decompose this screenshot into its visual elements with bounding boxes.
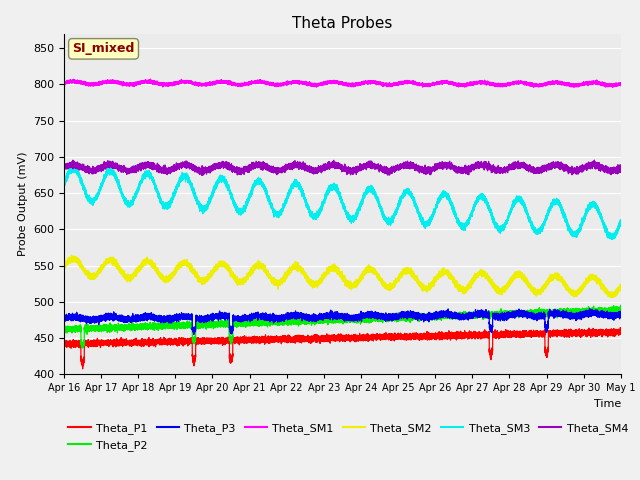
Legend: Theta_P1, Theta_P2, Theta_P3, Theta_SM1, Theta_SM2, Theta_SM3, Theta_SM4: Theta_P1, Theta_P2, Theta_P3, Theta_SM1,…: [64, 419, 632, 455]
Title: Theta Probes: Theta Probes: [292, 16, 392, 31]
X-axis label: Time: Time: [593, 399, 621, 409]
Text: SI_mixed: SI_mixed: [72, 42, 135, 55]
Y-axis label: Probe Output (mV): Probe Output (mV): [17, 152, 28, 256]
